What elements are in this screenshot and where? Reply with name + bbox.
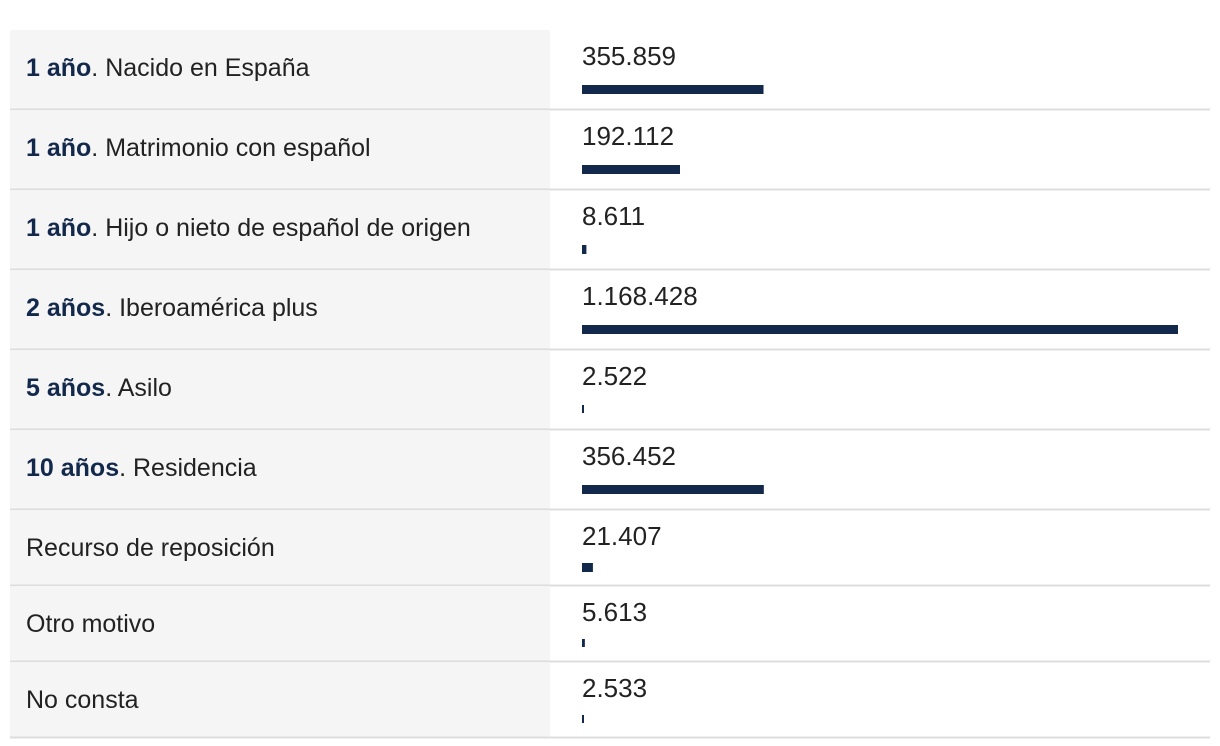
label-cell (10, 30, 550, 110)
label-cell (10, 190, 550, 270)
label-cell (10, 430, 550, 510)
value-label: 1.168.428 (582, 281, 698, 311)
category-lead: 2 años (26, 294, 105, 322)
bar (582, 485, 764, 494)
value-label: 2.533 (582, 673, 647, 703)
label-cell (10, 586, 550, 662)
category-label: 1 año. Matrimonio con español (26, 134, 371, 162)
category-label: Otro motivo (26, 610, 155, 638)
category-text: Recurso de reposición (26, 534, 275, 562)
label-cell (10, 662, 550, 738)
bar (582, 639, 585, 647)
category-label: 10 años. Residencia (26, 454, 257, 482)
category-text: . Nacido en España (91, 54, 309, 82)
label-cell (10, 110, 550, 190)
category-label: 5 años. Asilo (26, 374, 172, 402)
category-lead: 1 año (26, 134, 91, 162)
bar (582, 245, 587, 254)
label-cell (10, 350, 550, 430)
category-label: 2 años. Iberoamérica plus (26, 294, 318, 322)
category-label: 1 año. Hijo o nieto de español de origen (26, 214, 471, 242)
value-label: 21.407 (582, 521, 662, 551)
label-cell (10, 510, 550, 586)
category-label: 1 año. Nacido en España (26, 54, 310, 82)
bar (582, 85, 764, 94)
bar (582, 405, 584, 413)
bar (582, 715, 584, 723)
category-lead: 1 año (26, 214, 91, 242)
value-label: 356.452 (582, 441, 676, 471)
category-text: . Iberoamérica plus (105, 294, 318, 322)
category-lead: 10 años (26, 454, 119, 482)
category-text: Otro motivo (26, 610, 155, 638)
label-cell (10, 270, 550, 350)
value-label: 192.112 (582, 121, 674, 151)
bar (582, 563, 593, 572)
category-text: . Matrimonio con español (91, 134, 370, 162)
value-label: 355.859 (582, 41, 676, 71)
category-label: Recurso de reposición (26, 534, 275, 562)
value-label: 8.611 (582, 201, 645, 231)
category-text: . Residencia (119, 454, 257, 482)
value-label: 2.522 (582, 361, 647, 391)
value-label: 5.613 (582, 597, 647, 627)
category-lead: 1 año (26, 54, 91, 82)
category-text: . Hijo o nieto de español de origen (91, 214, 470, 242)
category-text: No consta (26, 686, 139, 714)
category-text: . Asilo (105, 374, 172, 402)
category-label: No consta (26, 686, 139, 714)
category-lead: 5 años (26, 374, 105, 402)
bar (582, 165, 680, 174)
bar (582, 325, 1178, 334)
